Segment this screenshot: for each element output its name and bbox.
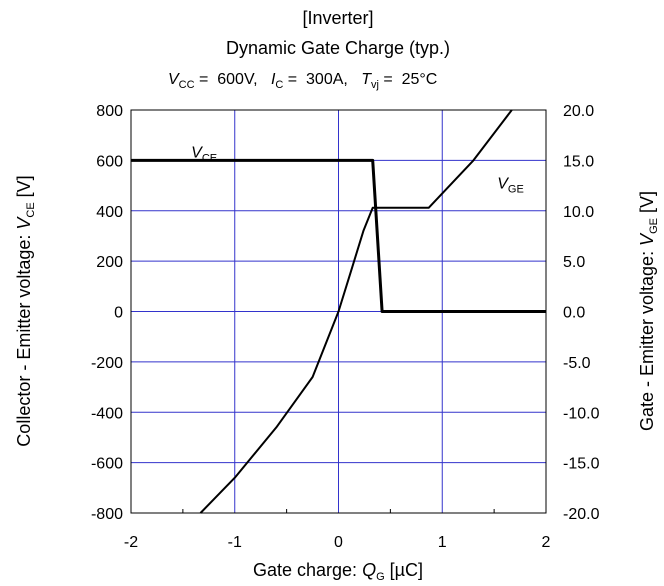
chart-title-line2: Dynamic Gate Charge (typ.): [226, 38, 450, 58]
y-left-tick-label: -200: [91, 355, 123, 372]
y-right-tick-label: -10.0: [563, 405, 600, 422]
y-left-tick-label: 400: [96, 204, 123, 221]
series-label-vce: VCE: [191, 145, 217, 165]
chart-conditions: VCC = 600V, IC = 300A, Tvj = 25°C: [168, 71, 437, 91]
chart-title-line1: [Inverter]: [302, 8, 373, 28]
y-axis-label-right: Gate - Emitter voltage: VGE [V]: [637, 191, 660, 431]
y-right-tick-label: 20.0: [563, 103, 594, 120]
y-right-tick-label: -5.0: [563, 355, 591, 372]
y-left-tick-label: 200: [96, 254, 123, 271]
series-label-vge: VGE: [497, 176, 524, 196]
y-right-tick-label: 0.0: [563, 305, 585, 322]
series-line-v-ce: [131, 158, 546, 313]
y-right-tick-label: -15.0: [563, 456, 600, 473]
y-right-tick-label: 10.0: [563, 204, 594, 221]
y-left-tick-label: 0: [114, 305, 123, 322]
series-line-v-ge: [199, 109, 513, 514]
y-left-tick-label: -600: [91, 456, 123, 473]
y-left-tick-label: -400: [91, 405, 123, 422]
y-axis-label-left: Collector - Emitter voltage: VCE [V]: [14, 175, 37, 446]
y-right-tick-label: -20.0: [563, 506, 600, 523]
y-left-tick-label: -800: [91, 506, 123, 523]
series-layer: VCE VGE: [131, 109, 546, 514]
ticks: -2 -1 0 1 2 800 600 400 200 0 -200 -400 -600 -800 20.0…: [91, 103, 600, 551]
y-right-tick-label: 5.0: [563, 254, 585, 271]
x-tick-label: -1: [228, 534, 242, 551]
x-tick-label: 1: [438, 534, 447, 551]
x-tick-label: -2: [124, 534, 138, 551]
y-left-tick-label: 600: [96, 153, 123, 170]
y-left-tick-label: 800: [96, 103, 123, 120]
y-right-tick-label: 15.0: [563, 153, 594, 170]
x-tick-label: 2: [542, 534, 551, 551]
x-axis-label: Gate charge: QG [µC]: [253, 560, 423, 583]
x-tick-label: 0: [334, 534, 343, 551]
